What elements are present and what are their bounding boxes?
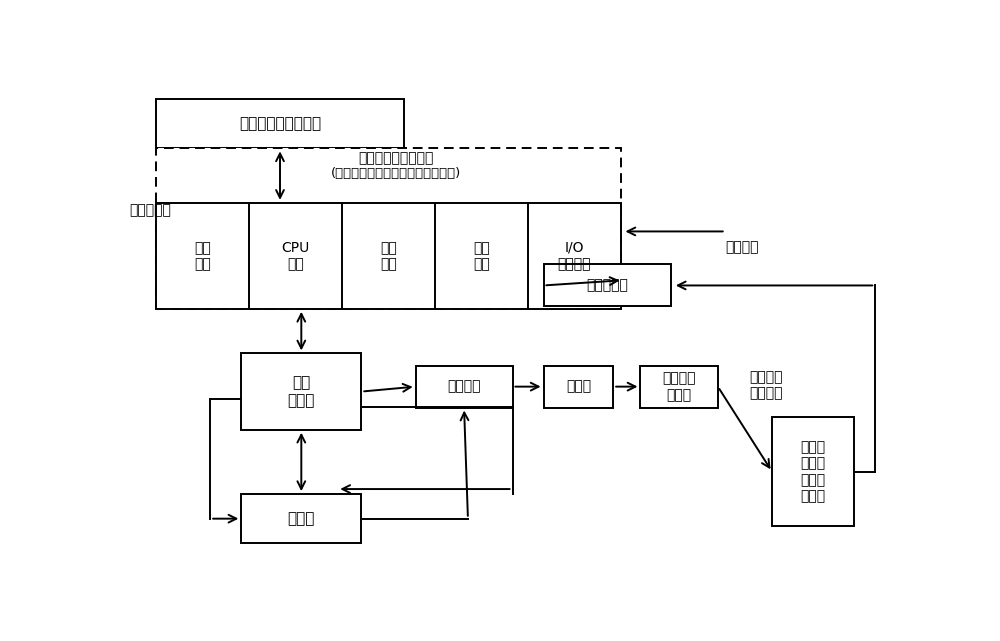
FancyBboxPatch shape	[640, 365, 718, 408]
Text: 伺服电机: 伺服电机	[447, 379, 481, 394]
Text: 高性能可编程控制器: 高性能可编程控制器	[359, 151, 434, 165]
Text: 结晶振
动台及
其上的
结晶器: 结晶振 动台及 其上的 结晶器	[800, 440, 825, 503]
Text: 拉广速度: 拉广速度	[726, 240, 759, 254]
FancyBboxPatch shape	[241, 353, 361, 430]
FancyBboxPatch shape	[544, 265, 671, 306]
Text: (含结晶器振动模型及容错控制方法): (含结晶器振动模型及容错控制方法)	[331, 167, 461, 179]
Text: 电源
模块: 电源 模块	[194, 241, 211, 271]
FancyBboxPatch shape	[416, 365, 512, 408]
Text: I/O
扩展模块: I/O 扩展模块	[558, 241, 591, 271]
FancyBboxPatch shape	[772, 417, 854, 526]
FancyBboxPatch shape	[156, 149, 621, 309]
Text: CPU
模块: CPU 模块	[281, 241, 310, 271]
Text: 工业以太网: 工业以太网	[129, 203, 171, 217]
Text: 偏心轴连
杆机构: 偏心轴连 杆机构	[662, 372, 696, 402]
FancyBboxPatch shape	[156, 203, 621, 309]
Text: 减速器: 减速器	[566, 379, 591, 394]
FancyBboxPatch shape	[241, 494, 361, 544]
Text: 结晶器的
振动位移: 结晶器的 振动位移	[749, 370, 782, 401]
Text: 驱动器: 驱动器	[288, 511, 315, 526]
Text: 上位计算机监控系统: 上位计算机监控系统	[239, 116, 321, 131]
Text: 通信
模块: 通信 模块	[380, 241, 397, 271]
Text: 功能
模块: 功能 模块	[473, 241, 490, 271]
FancyBboxPatch shape	[544, 365, 613, 408]
FancyBboxPatch shape	[156, 99, 404, 149]
Text: 位移传感器: 位移传感器	[586, 278, 628, 292]
Text: 伺服
控制器: 伺服 控制器	[288, 376, 315, 408]
